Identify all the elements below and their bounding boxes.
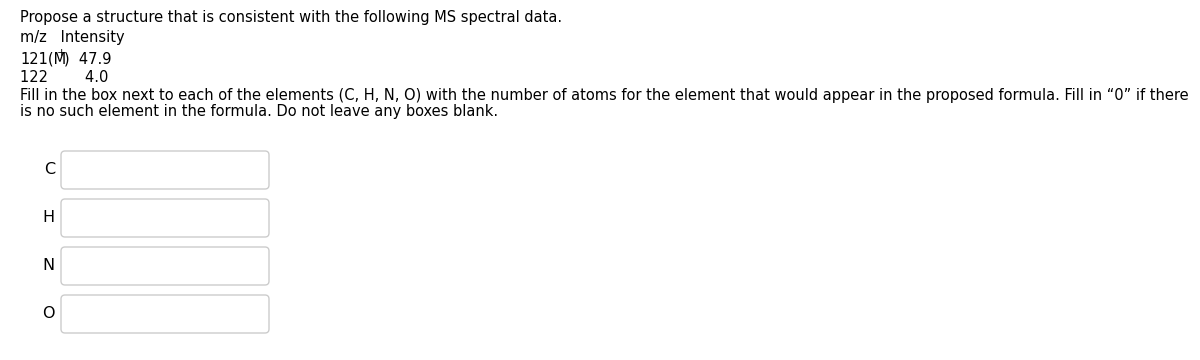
- FancyBboxPatch shape: [61, 295, 269, 333]
- Text: O: O: [42, 306, 55, 321]
- Text: +: +: [58, 48, 66, 58]
- Text: 122        4.0: 122 4.0: [20, 70, 108, 85]
- Text: Fill in the box next to each of the elements (C, H, N, O) with the number of ato: Fill in the box next to each of the elem…: [20, 88, 1189, 103]
- Text: C: C: [44, 162, 55, 177]
- Text: m/z   Intensity: m/z Intensity: [20, 30, 125, 45]
- FancyBboxPatch shape: [61, 151, 269, 189]
- Text: 121(M: 121(M: [20, 52, 66, 67]
- Text: N: N: [43, 258, 55, 274]
- FancyBboxPatch shape: [61, 247, 269, 285]
- Text: Propose a structure that is consistent with the following MS spectral data.: Propose a structure that is consistent w…: [20, 10, 562, 25]
- Text: H: H: [43, 211, 55, 225]
- Text: )  47.9: ) 47.9: [64, 52, 112, 67]
- Text: is no such element in the formula. Do not leave any boxes blank.: is no such element in the formula. Do no…: [20, 104, 498, 119]
- FancyBboxPatch shape: [61, 199, 269, 237]
